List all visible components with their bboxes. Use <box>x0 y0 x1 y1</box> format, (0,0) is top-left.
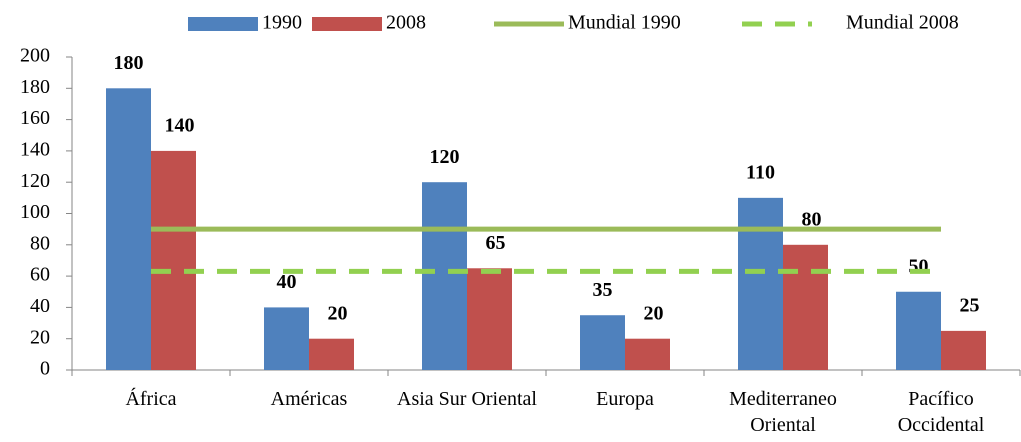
data-label: 110 <box>746 161 775 183</box>
legend-swatch <box>312 17 382 31</box>
bar <box>151 150 196 370</box>
bar <box>738 197 783 370</box>
bar <box>106 88 151 371</box>
data-label: 50 <box>909 255 929 277</box>
data-label: 40 <box>277 271 297 293</box>
bar <box>467 268 512 370</box>
legend-label: Mundial 1990 <box>568 12 681 34</box>
data-label: 180 <box>114 52 144 74</box>
legend-label: 1990 <box>262 12 302 34</box>
x-tick-label: África <box>125 388 177 410</box>
y-tick-label: 120 <box>20 170 50 192</box>
x-tick-label: Asia Sur Oriental <box>397 388 537 410</box>
bar <box>783 244 828 370</box>
y-tick-label: 60 <box>30 264 50 286</box>
bar <box>422 182 467 370</box>
bar <box>941 330 986 370</box>
y-tick-label: 80 <box>30 232 50 254</box>
bar <box>896 291 941 370</box>
legend-label: Mundial 2008 <box>846 12 959 34</box>
data-label: 80 <box>802 208 822 230</box>
data-label: 20 <box>644 302 664 324</box>
bar <box>264 307 309 370</box>
y-tick-label: 160 <box>20 107 50 129</box>
data-label: 35 <box>593 279 613 301</box>
y-tick-label: 200 <box>20 45 50 67</box>
x-tick-label: Américas <box>270 388 348 410</box>
y-tick-label: 0 <box>40 358 50 380</box>
data-label: 20 <box>328 302 348 324</box>
y-tick-label: 180 <box>20 76 50 98</box>
legend-label: 2008 <box>386 12 426 34</box>
bar <box>580 315 625 370</box>
legend-swatch <box>188 17 258 31</box>
bar <box>309 338 354 370</box>
x-tick-label: Europa <box>596 388 654 410</box>
y-tick-label: 140 <box>20 138 50 160</box>
y-tick-label: 100 <box>20 201 50 223</box>
data-label: 140 <box>165 114 195 136</box>
bar <box>625 338 670 370</box>
data-label: 120 <box>430 146 460 168</box>
data-label: 65 <box>486 232 506 254</box>
y-tick-label: 40 <box>30 295 50 317</box>
y-tick-label: 20 <box>30 326 50 348</box>
data-label: 25 <box>960 294 980 316</box>
x-tick-label: Mediterraneo Oriental <box>729 388 837 436</box>
x-tick-label: Pacífico Occidental <box>897 388 985 436</box>
